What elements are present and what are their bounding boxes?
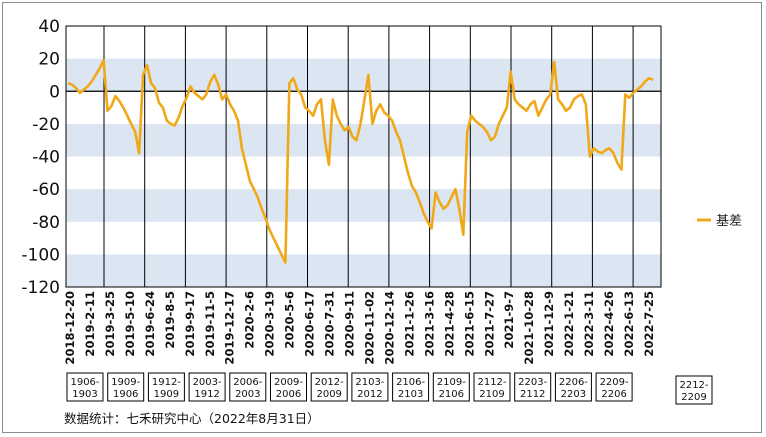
y-tick-label: -80: [32, 213, 60, 233]
y-tick-label: -60: [32, 180, 60, 200]
contract-period-label: 2106-: [396, 377, 425, 388]
x-tick-label: 2019-12-17: [223, 291, 237, 365]
x-tick-label: 2019-3-25: [103, 291, 117, 357]
contract-period-box: [514, 372, 552, 402]
x-tick-label: 2020-2-6: [243, 291, 257, 349]
contract-period-box: [432, 372, 470, 402]
grid-bands: [66, 58, 661, 287]
contract-period-box: [473, 372, 511, 402]
contract-period-box: [310, 372, 348, 402]
legend: 基差: [697, 214, 742, 229]
y-tick-label: 20: [38, 50, 60, 70]
contract-period-label: 1903: [72, 389, 97, 400]
contract-period-box: [351, 372, 389, 402]
plot-border: [65, 25, 662, 288]
y-tick-label: -20: [32, 115, 60, 135]
y-tick-label: -120: [21, 278, 60, 298]
x-tick-label: 2022-3-11: [582, 291, 596, 357]
contract-period-box: [107, 372, 145, 402]
x-tick-label: 2022-7-25: [642, 291, 656, 357]
contract-period-label: 2009-: [274, 377, 303, 388]
series-line-basis: [67, 59, 654, 264]
x-axis-ticks: 2018-12-20 2019-2-11 2019-3-25 2019-5-10 201…: [63, 291, 656, 365]
contract-period-label: 2103: [398, 389, 423, 400]
x-tick-label: 2020-9-11: [343, 291, 357, 357]
contract-period-label: 1912-: [152, 377, 181, 388]
contract-period-label: 2106: [439, 389, 464, 400]
contract-period-box: [270, 372, 307, 402]
x-tick-label: 2021-9-7: [502, 291, 516, 349]
x-tick-label: 2019-9-17: [183, 291, 197, 357]
grid-band: [66, 123, 661, 157]
contract-period-label: 2112-: [477, 377, 506, 388]
contract-period-label: 2003: [235, 389, 260, 400]
x-tick-label: 2020-12-14: [382, 291, 396, 365]
contract-period-label: 1909-: [111, 377, 140, 388]
x-tick-label: 2021-1-26: [402, 291, 416, 357]
legend-label: 基差: [716, 214, 742, 229]
contract-period-label: 2009: [316, 389, 341, 400]
x-tick-label: 2020-5-6: [283, 291, 297, 349]
x-tick-label: 2019-11-5: [203, 291, 217, 357]
contract-period-label: 2109: [479, 389, 504, 400]
contract-period-label: 2206: [601, 389, 626, 400]
contract-period-label: 2003-: [193, 377, 222, 388]
contract-period-label: 2212-: [679, 380, 708, 391]
grid-band: [66, 254, 661, 287]
x-tick-label: 2021-12-9: [542, 291, 556, 357]
contract-period-label: 2012: [357, 389, 382, 400]
contract-period-label: 2012-: [315, 377, 344, 388]
contract-period-box: [675, 375, 713, 405]
x-tick-label: 2020-7-31: [323, 291, 337, 357]
y-tick-label: 40: [38, 17, 60, 37]
x-tick-label: 2022-6-13: [622, 291, 636, 357]
x-tick-label: 2018-12-20: [63, 291, 77, 365]
contract-period-box: [392, 372, 430, 402]
contract-period-label: 2109-: [437, 377, 466, 388]
contract-period-box: [188, 372, 226, 402]
x-tick-label: 2021-6-15: [462, 291, 476, 357]
x-tick-label: 2020-3-19: [263, 291, 277, 357]
x-tick-label: 2021-4-28: [442, 291, 456, 357]
contract-period-label: 1906-: [70, 377, 99, 388]
contract-period-label: 2112: [520, 389, 545, 400]
x-tick-label: 2019-8-5: [163, 291, 177, 349]
y-axis-ticks: 40 20 0 -20 -40 -60 -80 -100 -120: [21, 17, 60, 298]
contract-period-label: 1909: [154, 389, 179, 400]
contract-period-label: 2203-: [518, 377, 547, 388]
y-tick-label: -40: [32, 148, 60, 168]
x-tick-label: 2019-2-11: [83, 291, 97, 357]
contract-period-label: 2209-: [600, 377, 629, 388]
contract-period-label: 1906: [113, 389, 138, 400]
chart-frame: [2, 2, 762, 433]
x-tick-label: 2021-10-28: [522, 291, 536, 365]
grid-band: [66, 58, 661, 92]
x-tick-label: 2019-5-10: [123, 291, 137, 357]
contract-period-label: 2203: [561, 389, 586, 400]
contract-period-box: [595, 372, 633, 402]
contract-period-label: 2206-: [559, 377, 588, 388]
x-tick-label: 2022-1-21: [562, 291, 576, 357]
contract-period-label: 2103-: [355, 377, 384, 388]
x-tick-label: 2022-4-26: [602, 291, 616, 357]
x-tick-label: 2021-3-16: [422, 291, 436, 357]
grid-band: [66, 189, 661, 222]
contract-period-label: 2006: [276, 389, 301, 400]
source-note: 数据统计：七禾研究中心（2022年8月31日）: [64, 411, 320, 426]
x-tick-label: 2020-11-02: [362, 291, 376, 365]
contract-period-label: 2006-: [233, 377, 262, 388]
x-tick-label: 2020-6-17: [303, 291, 317, 357]
contract-period-label: 2209: [681, 392, 706, 403]
x-tick-label: 2019-6-24: [143, 291, 157, 357]
x-tick-label: 2021-7-27: [482, 291, 496, 357]
contract-period-label: 1912: [194, 389, 219, 400]
contract-period-box: [66, 372, 104, 402]
y-tick-label: -100: [21, 245, 60, 265]
contract-period-boxes: 1906-1903 1909-1906 1912-1909 2003-1912 2006…: [66, 372, 713, 405]
y-tick-label: 0: [49, 82, 60, 102]
contract-period-box: [229, 372, 267, 402]
contract-period-box: [554, 372, 592, 402]
contract-period-box: [147, 372, 185, 402]
